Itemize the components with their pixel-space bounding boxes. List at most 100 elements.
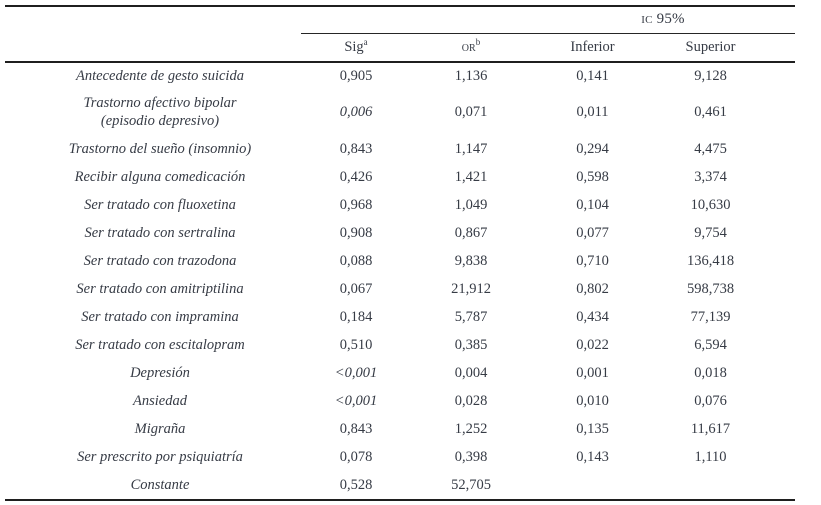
table-row: Constante 0,528 52,705: [5, 472, 795, 500]
superior-value: 4,475: [694, 141, 727, 158]
table-row: Ser tratado con escitalopram 0,510 0,385 0,…: [5, 332, 795, 360]
or-value: 0,385: [454, 337, 488, 354]
sig-value: 0,006: [339, 104, 373, 121]
superior-value: 0,018: [694, 365, 727, 382]
or-value: 1,147: [454, 141, 488, 158]
row-label: Ser tratado con escitalopram: [75, 337, 245, 354]
or-value: 0,398: [454, 449, 488, 466]
sig-value: 0,510: [339, 337, 373, 354]
table-row: Depresión <0,001 0,004 0,001 0,018: [5, 360, 795, 388]
superior-value: 9,754: [694, 225, 727, 242]
table-row: Ansiedad <0,001 0,028 0,010 0,076: [5, 388, 795, 416]
superior-value: 6,594: [694, 337, 727, 354]
row-label: Ser tratado con fluoxetina: [84, 197, 236, 214]
sig-value: <0,001: [334, 393, 378, 410]
inferior-value: 0,022: [576, 337, 609, 354]
sig-value: 0,843: [339, 141, 373, 158]
table-row: Trastorno del sueño (insomnio) 0,843 1,147…: [5, 136, 795, 164]
or-value: 1,421: [454, 169, 488, 186]
sig-column-header: Siga: [301, 33, 411, 63]
inferior-column-header: Inferior: [531, 33, 654, 63]
sig-value: <0,001: [334, 365, 378, 382]
table-row: Ser tratado con fluoxetina 0,968 1,049 0,10…: [5, 192, 795, 220]
group-header-rule: [301, 6, 531, 34]
row-label: Depresión: [130, 365, 190, 382]
row-label: Antecedente de gesto suicida: [76, 67, 244, 84]
sig-value: 0,528: [339, 476, 373, 493]
ic95-group-header: IC 95%: [531, 6, 796, 34]
table-row: Migraña 0,843 1,252 0,135 11,617: [5, 416, 795, 444]
or-value: 1,252: [454, 421, 488, 438]
sig-value: 0,088: [339, 253, 373, 270]
table-row: Ser tratado con amitriptilina 0,067 21,912…: [5, 276, 795, 304]
row-label: Constante: [130, 476, 190, 493]
sig-header-label: Sig: [344, 38, 364, 55]
or-footnote-marker: b: [475, 36, 481, 47]
sig-value: 0,184: [339, 309, 373, 326]
inferior-value: 0,077: [576, 225, 609, 242]
superior-value: 598,738: [686, 281, 735, 298]
row-label: Ser prescrito por psiquiatría: [77, 449, 243, 466]
or-value: 1,136: [454, 67, 488, 84]
inferior-value: 0,001: [576, 365, 609, 382]
table-row: Ser tratado con trazodona 0,088 9,838 0,710…: [5, 248, 795, 276]
superior-value: 1,110: [694, 449, 727, 466]
row-label: Recibir alguna comedicación: [74, 169, 246, 186]
inferior-value: 0,010: [576, 393, 609, 410]
or-column-header: ORb: [411, 33, 531, 63]
row-label: Trastorno afectivo bipolar (episodio depr…: [83, 95, 237, 129]
superior-value: 77,139: [690, 309, 731, 326]
superior-value: 10,630: [690, 197, 731, 214]
sig-value: 0,078: [339, 449, 373, 466]
table-body: Antecedente de gesto suicida 0,905 1,136 0,…: [5, 62, 795, 500]
sig-value: 0,968: [339, 197, 373, 214]
table-row: Antecedente de gesto suicida 0,905 1,136 0,…: [5, 62, 795, 90]
row-label: Ser tratado con amitriptilina: [76, 281, 244, 298]
regression-results-table: IC 95% Siga ORb Inferior Superior Antece…: [5, 5, 796, 501]
superior-value: 3,374: [694, 169, 727, 186]
or-value: 0,867: [454, 225, 488, 242]
inferior-value: 0,598: [576, 169, 609, 186]
or-value: 0,004: [454, 365, 488, 382]
row-label: Ser tratado con trazodona: [83, 253, 237, 270]
row-label: Ser tratado con sertralina: [84, 225, 236, 242]
sig-value: 0,067: [339, 281, 373, 298]
column-header-row: Siga ORb Inferior Superior: [5, 33, 796, 63]
sig-value: 0,905: [339, 67, 373, 84]
inferior-value: 0,141: [576, 67, 609, 84]
table-row: Trastorno afectivo bipolar (episodio depr…: [5, 90, 795, 136]
inferior-value: 0,802: [576, 281, 609, 298]
results-table-container: IC 95% Siga ORb Inferior Superior Antece…: [5, 5, 796, 501]
sig-value: 0,908: [339, 225, 373, 242]
inferior-value: 0,104: [576, 197, 609, 214]
table-row: Recibir alguna comedicación 0,426 1,421 0,5…: [5, 164, 795, 192]
row-label: Ser tratado con impramina: [81, 309, 239, 326]
or-value: 0,028: [454, 393, 488, 410]
superior-value: [654, 472, 795, 500]
inferior-value: 0,143: [576, 449, 609, 466]
row-label: Trastorno del sueño (insomnio): [68, 141, 252, 158]
superior-value: 11,617: [690, 421, 731, 438]
or-value: 0,071: [454, 104, 488, 121]
inferior-value: 0,434: [576, 309, 609, 326]
sig-value: 0,843: [339, 421, 373, 438]
inferior-value: [531, 472, 654, 500]
inferior-value: 0,011: [576, 104, 609, 121]
or-header-label: OR: [461, 38, 476, 55]
sig-footnote-marker: a: [363, 36, 368, 47]
sig-value: 0,426: [339, 169, 373, 186]
table-row: Ser tratado con impramina 0,184 5,787 0,434…: [5, 304, 795, 332]
superior-value: 0,461: [694, 104, 727, 121]
inferior-value: 0,294: [576, 141, 609, 158]
label-column-header: [5, 33, 301, 63]
or-value: 1,049: [454, 197, 488, 214]
superior-value: 0,076: [694, 393, 727, 410]
or-value: 5,787: [454, 309, 488, 326]
or-value: 52,705: [451, 476, 491, 493]
superior-column-header: Superior: [654, 33, 796, 63]
group-header-spacer: [5, 6, 301, 33]
group-header-row: IC 95%: [5, 6, 796, 34]
table-header: IC 95% Siga ORb Inferior Superior: [5, 6, 796, 63]
table-row: Ser tratado con sertralina 0,908 0,867 0,07…: [5, 220, 795, 248]
row-label: Ansiedad: [133, 393, 187, 410]
